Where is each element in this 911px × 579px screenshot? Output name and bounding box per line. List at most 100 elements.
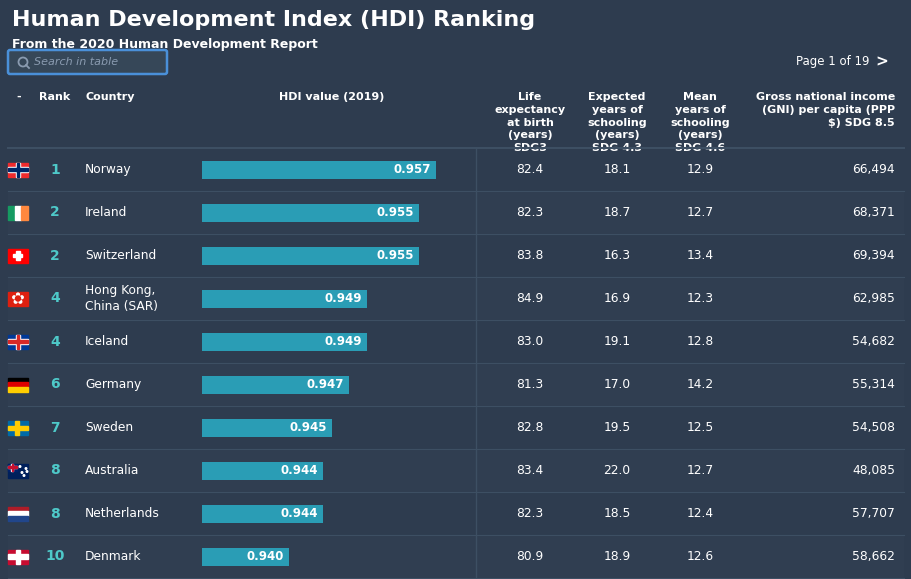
Circle shape xyxy=(15,301,17,303)
Bar xyxy=(8,363,903,406)
Text: 83.8: 83.8 xyxy=(516,249,543,262)
Bar xyxy=(8,492,903,535)
Text: 0.955: 0.955 xyxy=(375,249,414,262)
Text: Ireland: Ireland xyxy=(85,206,128,219)
Text: 0.945: 0.945 xyxy=(289,421,327,434)
Text: 57,707: 57,707 xyxy=(851,507,894,520)
Bar xyxy=(8,535,903,578)
Bar xyxy=(8,277,903,320)
Text: 82.3: 82.3 xyxy=(516,507,543,520)
Text: 12.8: 12.8 xyxy=(686,335,712,348)
Bar xyxy=(8,378,28,382)
Bar xyxy=(8,554,28,559)
Text: Rank: Rank xyxy=(39,92,70,102)
Text: Sweden: Sweden xyxy=(85,421,133,434)
Text: 7: 7 xyxy=(50,420,60,434)
Text: 16.3: 16.3 xyxy=(603,249,630,262)
Text: 12.6: 12.6 xyxy=(686,550,712,563)
Bar xyxy=(8,466,17,468)
Bar xyxy=(201,376,349,394)
Bar xyxy=(201,290,366,307)
Bar xyxy=(8,206,15,219)
Bar xyxy=(201,203,418,222)
Text: 16.9: 16.9 xyxy=(603,292,630,305)
Text: 18.5: 18.5 xyxy=(603,507,630,520)
Circle shape xyxy=(26,471,27,472)
Bar xyxy=(14,254,23,257)
Text: 69,394: 69,394 xyxy=(852,249,894,262)
Text: 1: 1 xyxy=(50,163,60,177)
Text: 83.0: 83.0 xyxy=(516,335,543,348)
Text: 8: 8 xyxy=(50,464,60,478)
Bar xyxy=(15,206,21,219)
Bar xyxy=(16,335,19,349)
Text: 54,682: 54,682 xyxy=(851,335,894,348)
Circle shape xyxy=(19,301,22,303)
Text: Netherlands: Netherlands xyxy=(85,507,159,520)
Bar xyxy=(8,387,28,391)
Bar xyxy=(8,191,903,234)
Text: Denmark: Denmark xyxy=(85,550,141,563)
Text: 19.5: 19.5 xyxy=(603,421,630,434)
Circle shape xyxy=(13,296,15,299)
Bar xyxy=(8,511,28,516)
Text: 55,314: 55,314 xyxy=(851,378,894,391)
Bar xyxy=(8,163,28,177)
Text: Search in table: Search in table xyxy=(34,57,118,67)
Bar xyxy=(8,340,28,343)
Text: Norway: Norway xyxy=(85,163,131,176)
Bar xyxy=(8,168,28,171)
Bar xyxy=(8,234,903,277)
Text: Hong Kong,
China (SAR): Hong Kong, China (SAR) xyxy=(85,284,158,313)
Text: 12.4: 12.4 xyxy=(686,507,712,520)
Circle shape xyxy=(20,296,23,299)
Text: 0.957: 0.957 xyxy=(394,163,431,176)
Text: 62,985: 62,985 xyxy=(851,292,894,305)
Text: Page 1 of 19: Page 1 of 19 xyxy=(795,56,869,68)
Bar xyxy=(201,247,418,265)
Bar xyxy=(8,148,903,191)
Circle shape xyxy=(23,475,25,477)
Text: -: - xyxy=(16,92,21,102)
Text: 10: 10 xyxy=(46,549,65,563)
Bar xyxy=(8,464,17,471)
Text: 19.1: 19.1 xyxy=(603,335,630,348)
Text: Switzerland: Switzerland xyxy=(85,249,156,262)
Bar xyxy=(8,248,28,262)
Bar xyxy=(201,332,366,350)
Text: 0.944: 0.944 xyxy=(281,464,318,477)
Text: >: > xyxy=(874,54,886,69)
Text: 82.3: 82.3 xyxy=(516,206,543,219)
Text: 82.4: 82.4 xyxy=(516,163,543,176)
Bar xyxy=(201,419,332,437)
Bar xyxy=(201,548,289,566)
Bar xyxy=(21,206,28,219)
Text: 12.5: 12.5 xyxy=(686,421,712,434)
Bar xyxy=(16,251,20,260)
Bar xyxy=(15,335,20,349)
Bar xyxy=(201,504,323,522)
Bar xyxy=(8,467,17,468)
Text: 4: 4 xyxy=(50,335,60,349)
Text: 2: 2 xyxy=(50,248,60,262)
Text: 12.9: 12.9 xyxy=(686,163,712,176)
Text: 2: 2 xyxy=(50,206,60,219)
Text: Expected
years of
schooling
(years)
SDG 4.3: Expected years of schooling (years) SDG … xyxy=(587,92,646,153)
Bar xyxy=(201,160,435,178)
Bar xyxy=(8,335,28,349)
Circle shape xyxy=(21,472,23,473)
Text: 18.7: 18.7 xyxy=(603,206,630,219)
Text: 84.9: 84.9 xyxy=(516,292,543,305)
Text: 18.1: 18.1 xyxy=(603,163,630,176)
Text: 0.955: 0.955 xyxy=(375,206,414,219)
Text: Human Development Index (HDI) Ranking: Human Development Index (HDI) Ranking xyxy=(12,10,535,30)
Text: 6: 6 xyxy=(50,378,60,391)
Bar xyxy=(8,320,903,363)
Bar xyxy=(8,382,28,387)
Text: 58,662: 58,662 xyxy=(851,550,894,563)
Bar xyxy=(201,461,323,479)
Text: 12.7: 12.7 xyxy=(686,464,712,477)
Bar xyxy=(12,464,13,471)
Text: 17.0: 17.0 xyxy=(603,378,630,391)
Text: Mean
years of
schooling
(years)
SDG 4.6: Mean years of schooling (years) SDG 4.6 xyxy=(670,92,729,153)
